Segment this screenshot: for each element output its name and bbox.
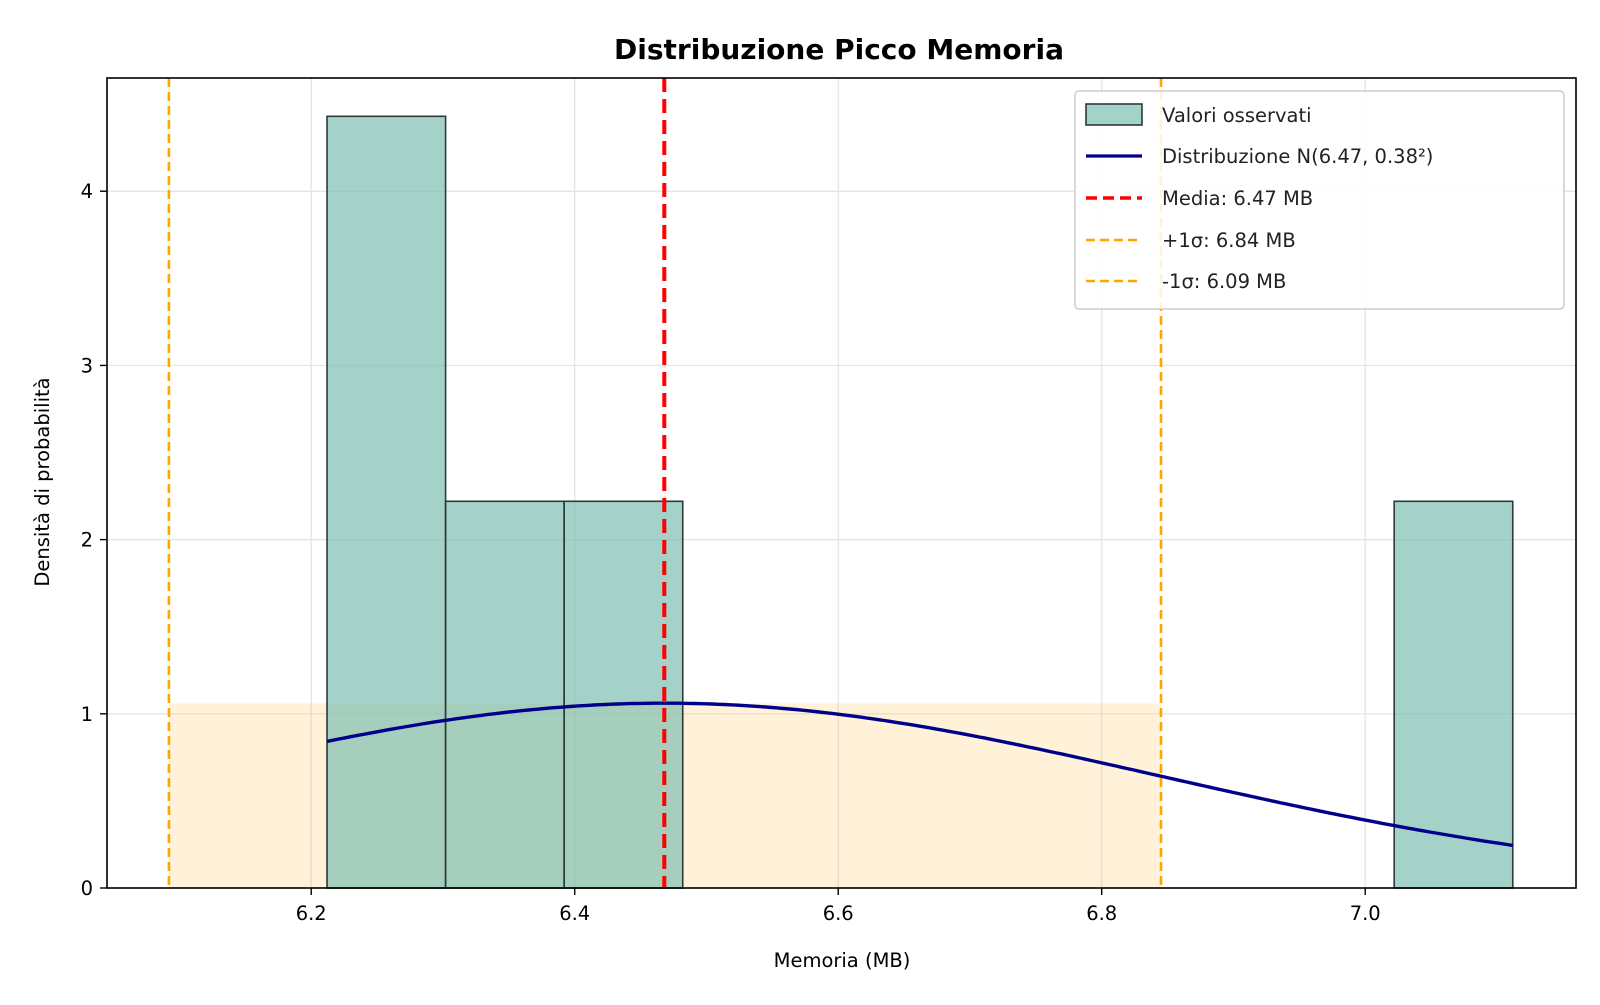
chart-title: Distribuzione Picco Memoria [614, 33, 1064, 66]
legend-swatch-histogram [1085, 103, 1143, 126]
legend-label-minus-sigma: -1σ: 6.09 MB [1162, 270, 1286, 293]
x-tick-label: 7.0 [1350, 902, 1381, 925]
y-tick-label: 2 [81, 529, 93, 552]
legend-box [1074, 90, 1565, 310]
normal-curve [326, 701, 1514, 848]
x-tick-label: 6.6 [823, 902, 854, 925]
legend-label-plus-sigma: +1σ: 6.84 MB [1162, 229, 1296, 252]
histogram-bar-1 [326, 115, 447, 889]
y-tick-label: 0 [81, 877, 93, 900]
x-tick-label: 6.2 [296, 902, 327, 925]
x-axis-label: Memoria (MB) [774, 949, 911, 972]
legend-label-mean: Media: 6.47 MB [1162, 187, 1313, 210]
legend: Valori osservati Distribuzione N(6.47, 0… [1074, 90, 1565, 310]
legend-label-curve: Distribuzione N(6.47, 0.38²) [1162, 145, 1433, 168]
y-axis-label: Densità di probabilità [31, 377, 54, 586]
x-tick-label: 6.4 [559, 902, 590, 925]
y-tick-label: 3 [81, 354, 93, 377]
x-tick-label: 6.8 [1086, 902, 1117, 925]
histogram-bar-2 [444, 500, 565, 889]
plot-frame [106, 77, 1577, 889]
y-tick-label: 4 [81, 180, 93, 203]
y-tick-label: 1 [81, 703, 93, 726]
legend-label-histogram: Valori osservati [1162, 104, 1312, 127]
